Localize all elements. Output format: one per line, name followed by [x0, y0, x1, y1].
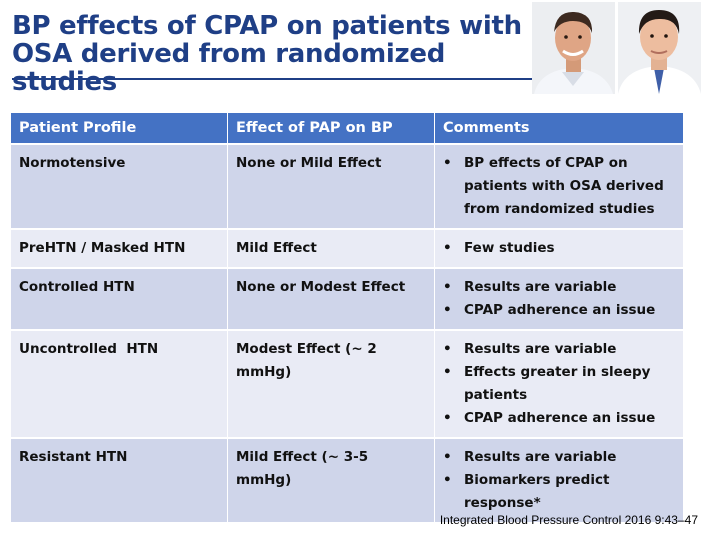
bp-effects-table: Patient Profile Effect of PAP on BP Comm…: [11, 113, 684, 522]
slide-title-line1: BP effects of CPAP on patients with: [12, 11, 522, 41]
citation: Integrated Blood Pressure Control 2016 9…: [439, 513, 698, 527]
slide-title-line2: OSA derived from randomized studies: [12, 39, 445, 97]
comment-item: Few studies: [443, 237, 675, 260]
comment-item: BP effects of CPAP on patients with OSA …: [443, 152, 675, 221]
slide-title: BP effects of CPAP on patients with OSA …: [12, 12, 532, 96]
presenter-photo-2: [618, 2, 701, 94]
patient-profile-cell: PreHTN / Masked HTN: [11, 228, 228, 268]
table-row: Controlled HTN None or Modest Effect Res…: [11, 267, 684, 330]
comment-item: Results are variable: [443, 446, 675, 469]
table-header-row: Patient Profile Effect of PAP on BP Comm…: [11, 113, 684, 144]
presenter-photo-1: [532, 2, 615, 94]
title-underline: [12, 78, 532, 80]
table-row: PreHTN / Masked HTN Mild Effect Few stud…: [11, 228, 684, 268]
effect-cell: None or Mild Effect: [227, 143, 435, 229]
patient-profile-cell: Normotensive: [11, 143, 228, 229]
effect-cell: None or Modest Effect: [227, 267, 435, 330]
patient-profile-cell: Uncontrolled HTN: [11, 329, 228, 438]
comments-cell: Results are variable Effects greater in …: [434, 329, 684, 438]
patient-profile-cell: Controlled HTN: [11, 267, 228, 330]
comments-cell: Results are variable CPAP adherence an i…: [434, 267, 684, 330]
comments-cell: Results are variable Biomarkers predict …: [434, 437, 684, 522]
column-header: Patient Profile: [11, 113, 228, 144]
effect-cell: Mild Effect: [227, 228, 435, 268]
comment-item: Results are variable: [443, 338, 675, 361]
effect-cell: Modest Effect (~ 2 mmHg): [227, 329, 435, 438]
column-header: Comments: [434, 113, 684, 144]
comments-cell: Few studies: [434, 228, 684, 268]
comment-item: Effects greater in sleepy patients: [443, 361, 675, 407]
table-row: Uncontrolled HTN Modest Effect (~ 2 mmHg…: [11, 329, 684, 438]
comment-item: CPAP adherence an issue: [443, 407, 675, 430]
patient-profile-cell: Resistant HTN: [11, 437, 228, 522]
comment-item: Biomarkers predict response*: [443, 469, 675, 515]
comments-cell: BP effects of CPAP on patients with OSA …: [434, 143, 684, 229]
column-header: Effect of PAP on BP: [227, 113, 435, 144]
comment-item: Results are variable: [443, 276, 675, 299]
table-row: Normotensive None or Mild Effect BP effe…: [11, 143, 684, 229]
table-row: Resistant HTN Mild Effect (~ 3-5 mmHg) R…: [11, 437, 684, 522]
comment-item: CPAP adherence an issue: [443, 299, 675, 322]
effect-cell: Mild Effect (~ 3-5 mmHg): [227, 437, 435, 522]
